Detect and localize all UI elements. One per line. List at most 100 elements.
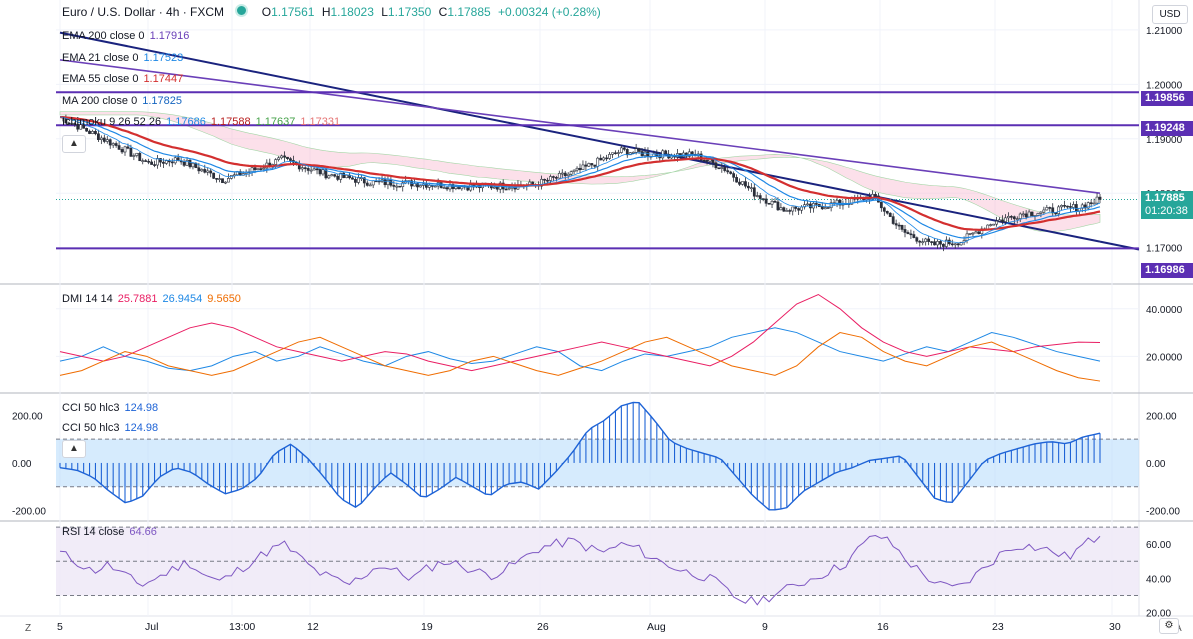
- legend-cci-2[interactable]: CCI 50 hlc3 124.98: [62, 422, 163, 434]
- candle-body: [643, 151, 647, 156]
- candle-body: [593, 164, 597, 167]
- legend-ichimoku-v1: 1.17686: [166, 116, 206, 128]
- candle-body: [362, 177, 366, 184]
- candle-body: [351, 177, 354, 180]
- candle-body: [1045, 207, 1049, 211]
- cci-axis-label: 0.00: [1146, 459, 1166, 470]
- candle-body: [1089, 202, 1093, 204]
- candle-body: [974, 231, 978, 234]
- candle-body: [569, 171, 573, 175]
- candle-body: [365, 182, 369, 186]
- candle-body: [702, 159, 706, 162]
- candle-body: [823, 207, 827, 210]
- ema200-line: [59, 59, 1101, 194]
- candle-body: [735, 177, 738, 183]
- legend-ma200[interactable]: MA 200 close 0 1.17825: [62, 95, 187, 107]
- legend-ema55[interactable]: EMA 55 close 0 1.17447: [62, 73, 188, 85]
- candle-body: [714, 162, 718, 169]
- candle-body: [814, 203, 818, 205]
- candle-body: [1060, 205, 1063, 208]
- legend-dmi[interactable]: DMI 14 14 25.7881 26.9454 9.5650: [62, 293, 246, 305]
- candle-body: [256, 168, 260, 170]
- candle-body: [259, 168, 263, 170]
- legend-ichimoku[interactable]: Ichimoku 9 26 52 26 1.17686 1.17588 1.17637…: [62, 116, 345, 128]
- candle-body: [105, 139, 109, 142]
- candle-body: [227, 178, 230, 183]
- candle-body: [939, 241, 942, 245]
- candle-body: [915, 237, 919, 242]
- currency-button[interactable]: USD: [1152, 5, 1188, 24]
- legend-ichimoku-v2: 1.17588: [210, 116, 251, 128]
- close-label: C: [438, 5, 448, 19]
- candle-body: [324, 169, 328, 179]
- rsi-axis-label: 40.00: [1146, 574, 1171, 585]
- candle-body: [82, 124, 86, 129]
- legend-ema200[interactable]: EMA 200 close 0 1.17916: [62, 30, 194, 42]
- candle-body: [927, 238, 931, 242]
- candle-body: [605, 157, 608, 160]
- candle-body: [554, 177, 558, 179]
- candle-body: [1072, 204, 1075, 208]
- candle-body: [1080, 204, 1084, 209]
- candle-body: [221, 178, 224, 184]
- candle-body: [336, 175, 340, 180]
- dmi-minus-line: [59, 293, 1101, 372]
- high-label: H: [321, 5, 331, 19]
- candle-body: [744, 181, 747, 187]
- legend-ichimoku-v3: 1.17637: [255, 116, 296, 128]
- candle-body: [909, 233, 913, 236]
- candle-body: [197, 167, 201, 172]
- candle-body: [424, 183, 428, 188]
- candle-body: [968, 233, 972, 235]
- candle-body: [504, 188, 508, 191]
- adx-line: [59, 332, 1101, 382]
- close-value: 1.17885: [447, 5, 491, 19]
- legend-ema21-value: 1.17523: [143, 52, 184, 64]
- candle-body: [342, 172, 346, 179]
- legend-rsi[interactable]: RSI 14 close 64.66: [62, 526, 162, 538]
- candle-body: [200, 169, 204, 172]
- candle-body: [563, 172, 567, 177]
- candle-body: [1018, 213, 1022, 219]
- candle-body: [797, 208, 801, 211]
- legend-cci-1-label: CCI 50 hlc3: [62, 402, 120, 414]
- candle-body: [761, 198, 765, 200]
- candle-body: [345, 174, 348, 179]
- candle-body: [788, 210, 792, 212]
- candle-body: [182, 161, 186, 166]
- candle-body: [185, 159, 189, 166]
- market-status-icon: [235, 4, 249, 17]
- collapse-cci-legend-button[interactable]: ▲: [62, 440, 86, 458]
- candle-body: [333, 174, 337, 177]
- collapse-legend-button[interactable]: ▲: [62, 135, 86, 153]
- candle-body: [664, 150, 668, 155]
- candle-body: [162, 161, 165, 164]
- candle-body: [566, 173, 570, 177]
- symbol-title[interactable]: Euro / U.S. Dollar · 4h · FXCM: [62, 5, 225, 19]
- candle-body: [634, 148, 638, 153]
- candle-body: [820, 206, 824, 210]
- dmi-plus-line: [59, 327, 1101, 372]
- candle-body: [224, 181, 227, 184]
- legend-ema21[interactable]: EMA 21 close 0 1.17523: [62, 52, 188, 64]
- cci-left-axis-label: -200.00: [12, 506, 46, 517]
- candle-body: [138, 152, 142, 162]
- candle-body: [894, 223, 898, 226]
- candle-body: [791, 206, 795, 212]
- candle-body: [619, 147, 623, 153]
- candle-body: [123, 146, 127, 153]
- candle-body: [699, 153, 703, 161]
- candle-body: [720, 167, 724, 169]
- legend-dmi-v3: 9.5650: [207, 293, 241, 305]
- candle-body: [203, 169, 207, 173]
- candle-body: [726, 170, 730, 173]
- legend-cci-1[interactable]: CCI 50 hlc3 124.98: [62, 402, 163, 414]
- candle-body: [625, 149, 629, 156]
- candle-body: [794, 206, 798, 209]
- settings-gear-icon[interactable]: ⚙: [1159, 618, 1179, 634]
- legend-rsi-value: 64.66: [129, 526, 157, 538]
- timezone-button[interactable]: Z: [25, 623, 32, 634]
- time-axis-label: 23: [992, 621, 1004, 633]
- candle-body: [218, 178, 221, 180]
- candle-body: [354, 178, 357, 183]
